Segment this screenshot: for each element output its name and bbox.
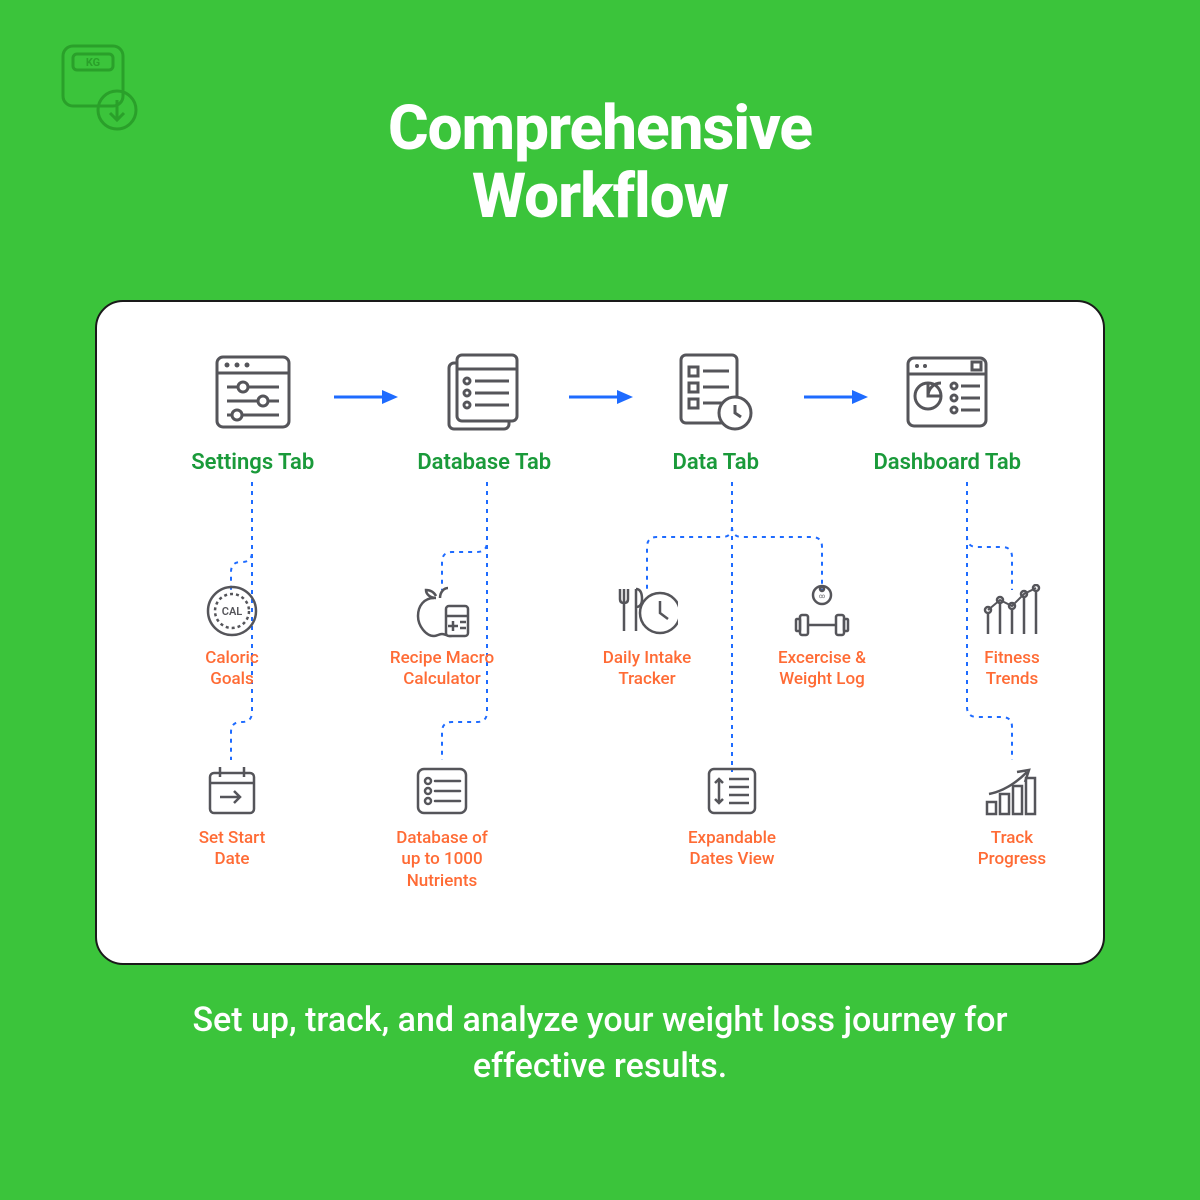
svg-text:KG: KG <box>86 56 100 69</box>
dumbbell-icon: ∞ <box>792 582 852 640</box>
feature-exercise-log: ∞ Excercise &Weight Log <box>747 582 897 691</box>
svg-text:CAL: CAL <box>222 605 243 618</box>
expand-list-icon <box>705 762 759 820</box>
arrow-icon <box>802 387 872 407</box>
feature-label: Daily IntakeTracker <box>603 648 691 691</box>
tab-label: Data Tab <box>673 450 759 475</box>
feature-expandable-dates: ExpandableDates View <box>657 762 807 871</box>
tab-data: Data Tab <box>626 352 806 475</box>
title-line-1: Comprehensive <box>388 92 812 165</box>
feature-recipe-macro: Recipe MacroCalculator <box>367 582 517 691</box>
trend-bars-icon <box>982 582 1042 640</box>
feature-label: ExpandableDates View <box>688 828 776 871</box>
tab-settings: Settings Tab <box>163 352 343 475</box>
feature-label: Recipe MacroCalculator <box>390 648 494 691</box>
feature-fitness-trends: FitnessTrends <box>937 582 1087 691</box>
utensils-clock-icon <box>616 582 678 640</box>
tabs-row: Settings Tab Database Tab <box>97 352 1103 475</box>
title-line-2: Workflow <box>472 160 728 233</box>
tab-label: Dashboard Tab <box>873 450 1021 475</box>
feature-label: Excercise &Weight Log <box>778 648 866 691</box>
list-stack-icon <box>445 352 523 432</box>
feature-track-progress: TrackProgress <box>937 762 1087 871</box>
feature-caloric-goals: CAL CaloricGoals <box>157 582 307 691</box>
cal-badge-icon: CAL <box>204 582 260 640</box>
tab-label: Database Tab <box>417 450 551 475</box>
apple-calc-icon <box>412 582 472 640</box>
dashboard-icon <box>904 352 990 432</box>
tab-label: Settings Tab <box>191 450 314 475</box>
feature-label: CaloricGoals <box>205 648 258 691</box>
feature-set-start-date: Set StartDate <box>157 762 307 871</box>
arrow-icon <box>567 387 637 407</box>
tab-database: Database Tab <box>394 352 574 475</box>
feature-daily-intake: Daily IntakeTracker <box>572 582 722 691</box>
feature-label: Set StartDate <box>199 828 266 871</box>
settings-panel-icon <box>213 352 293 432</box>
feature-nutrient-db: Database ofup to 1000 Nutrients <box>367 762 517 892</box>
arrow-icon <box>332 387 402 407</box>
workflow-card: Settings Tab Database Tab <box>95 300 1105 965</box>
list-box-icon <box>414 762 470 820</box>
tab-dashboard: Dashboard Tab <box>857 352 1037 475</box>
growth-arrow-icon <box>983 762 1041 820</box>
feature-label: TrackProgress <box>978 828 1046 871</box>
svg-text:∞: ∞ <box>819 593 825 600</box>
checklist-clock-icon <box>675 352 757 432</box>
feature-label: FitnessTrends <box>984 648 1039 691</box>
scale-logo-icon: KG <box>55 40 150 135</box>
calendar-arrow-icon <box>204 762 260 820</box>
footer-text: Set up, track, and analyze your weight l… <box>0 998 1200 1090</box>
feature-label: Database ofup to 1000 Nutrients <box>367 828 517 892</box>
page-title: Comprehensive Workflow <box>0 0 1200 231</box>
